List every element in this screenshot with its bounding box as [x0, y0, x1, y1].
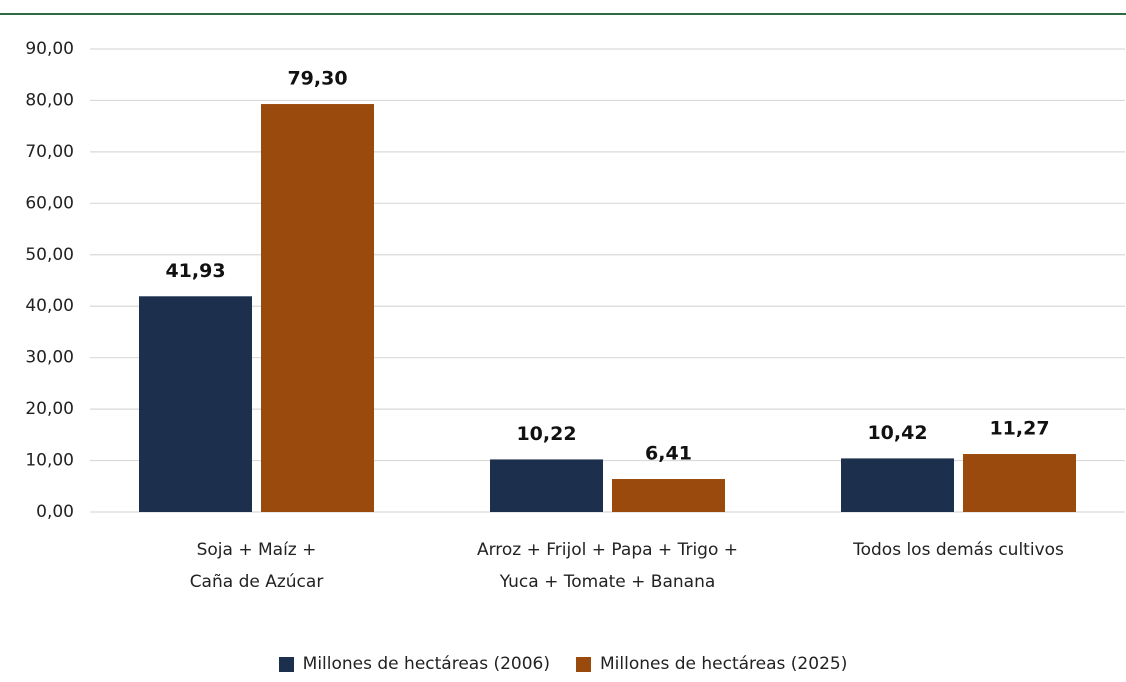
legend-label: Millones de hectáreas (2006) — [302, 654, 550, 674]
y-tick-label: 10,00 — [25, 451, 74, 471]
bar — [963, 454, 1076, 512]
bar — [490, 459, 603, 512]
y-tick-label: 30,00 — [25, 348, 74, 368]
y-tick-label: 80,00 — [25, 90, 74, 110]
legend-item: Millones de hectáreas (2025) — [576, 654, 847, 674]
y-tick-label: 60,00 — [25, 193, 74, 213]
legend-label: Millones de hectáreas (2025) — [600, 654, 848, 674]
y-tick-label: 70,00 — [25, 142, 74, 162]
y-tick-label: 90,00 — [25, 39, 74, 59]
y-tick-label: 50,00 — [25, 245, 74, 265]
value-label: 41,93 — [165, 260, 225, 282]
value-label: 10,22 — [516, 423, 576, 445]
x-tick-label: Arroz + Frijol + Papa + Trigo + Yuca + T… — [476, 540, 739, 592]
bar — [841, 458, 954, 512]
legend-item: Millones de hectáreas (2006) — [278, 654, 550, 674]
value-label: 6,41 — [645, 443, 692, 465]
y-tick-label: 0,00 — [36, 502, 74, 522]
value-label: 10,42 — [867, 422, 927, 444]
bar — [139, 296, 252, 512]
legend-swatch — [576, 656, 591, 672]
bar — [612, 479, 725, 512]
y-tick-label: 40,00 — [25, 296, 74, 316]
x-tick-label: Soja + Maíz + Caña de Azúcar — [189, 540, 324, 592]
y-tick-label: 20,00 — [25, 399, 74, 419]
value-label: 11,27 — [989, 418, 1049, 440]
bar — [261, 104, 374, 512]
value-label: 79,30 — [287, 68, 347, 90]
legend-swatch — [278, 656, 294, 672]
legend: Millones de hectáreas (2006) Millones de … — [0, 654, 1126, 674]
x-tick-label: Todos los demás cultivos — [853, 540, 1064, 560]
